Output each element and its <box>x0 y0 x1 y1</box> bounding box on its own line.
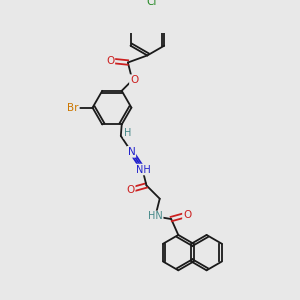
Text: Cl: Cl <box>147 0 157 8</box>
Text: Br: Br <box>67 103 79 112</box>
Text: NH: NH <box>136 164 151 175</box>
Text: N: N <box>128 147 135 157</box>
Text: HN: HN <box>148 212 163 221</box>
Text: H: H <box>124 128 132 138</box>
Text: O: O <box>106 56 114 66</box>
Text: O: O <box>126 185 135 195</box>
Text: O: O <box>130 75 138 85</box>
Text: O: O <box>183 210 191 220</box>
